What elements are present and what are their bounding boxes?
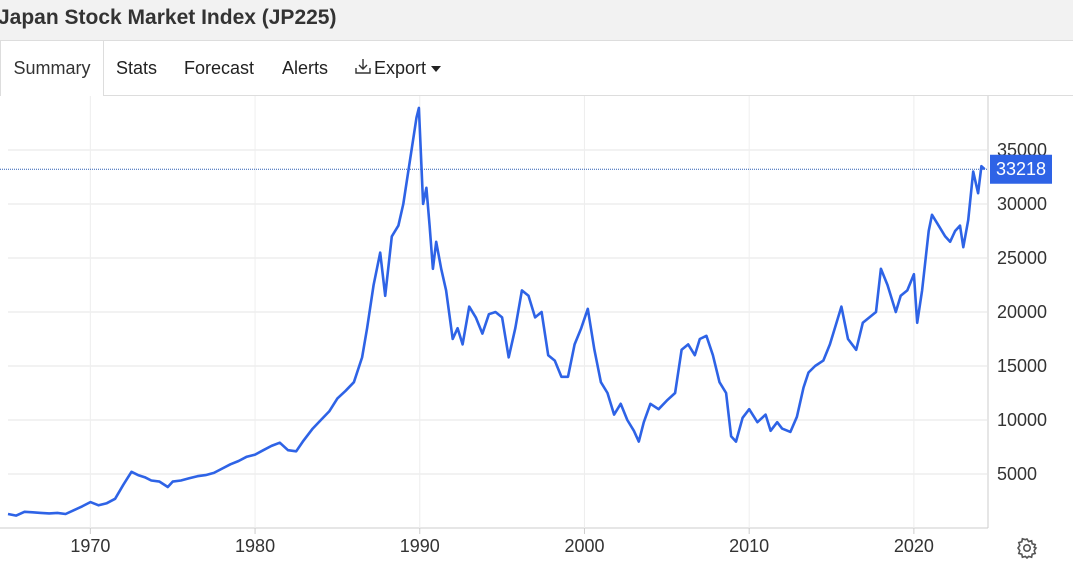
tab-alerts-label: Alerts: [282, 58, 329, 78]
tab-stats[interactable]: Stats: [116, 41, 157, 95]
export-button[interactable]: Export: [354, 41, 442, 96]
tab-alerts[interactable]: Alerts: [282, 41, 328, 95]
y-tick-label: 15000: [997, 356, 1047, 376]
tab-stats-label: Stats: [116, 58, 158, 78]
series-line: [7, 106, 986, 517]
x-tick-label: 2010: [729, 536, 769, 556]
last-value-label: 33218: [996, 159, 1046, 179]
export-label: Export: [374, 58, 427, 78]
gear-icon[interactable]: [1016, 537, 1038, 560]
chart-grid: [0, 96, 989, 534]
caret-down-icon: [431, 66, 442, 73]
y-tick-label: 20000: [997, 302, 1047, 322]
y-tick-label: 30000: [997, 194, 1047, 214]
tab-summary-label: Summary: [13, 58, 91, 78]
y-tick-label: 5000: [997, 464, 1037, 484]
last-value-badge: [990, 154, 1052, 184]
x-tick-label: 1970: [70, 536, 110, 556]
title-bar: Japan Stock Market Index (JP225): [0, 0, 1073, 41]
y-tick-label: 10000: [997, 410, 1047, 430]
download-icon: [354, 42, 374, 96]
x-tick-label: 1990: [400, 536, 440, 556]
x-tick-label: 2020: [894, 536, 934, 556]
tab-forecast-label: Forecast: [184, 58, 255, 78]
page-title: Japan Stock Market Index (JP225): [0, 6, 337, 29]
tab-forecast[interactable]: Forecast: [184, 41, 254, 95]
x-tick-label: 1980: [235, 536, 275, 556]
x-axis-labels: 1970 1980 1990 2000 2010 2020: [70, 536, 934, 556]
tab-bar: Summary Stats Forecast Alerts Export: [0, 41, 1073, 96]
tab-summary[interactable]: Summary: [0, 41, 104, 96]
y-tick-label: 25000: [997, 248, 1047, 268]
x-tick-label: 2000: [564, 536, 604, 556]
